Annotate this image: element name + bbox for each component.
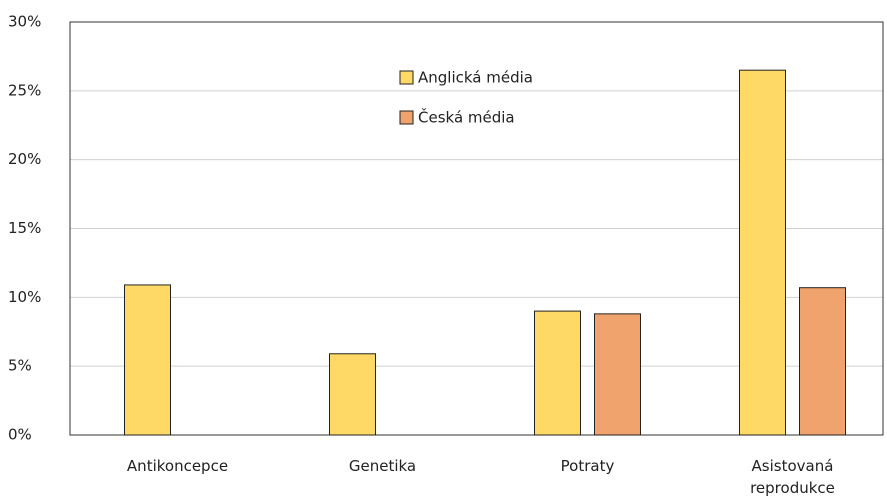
x-tick-label: Asistovaná reprodukce bbox=[750, 457, 835, 497]
bar bbox=[124, 284, 171, 436]
x-tick-label: Potraty bbox=[560, 457, 615, 475]
x-tick-label: Antikoncepce bbox=[126, 457, 229, 475]
y-tick-label: 5% bbox=[8, 357, 32, 375]
bar bbox=[799, 287, 846, 436]
bar bbox=[534, 310, 581, 436]
legend-swatch bbox=[399, 110, 414, 125]
y-tick-label: 20% bbox=[8, 150, 41, 168]
bar bbox=[594, 313, 641, 436]
y-tick-label: 0% bbox=[8, 426, 32, 444]
y-tick-label: 25% bbox=[8, 81, 41, 99]
y-tick-label: 10% bbox=[8, 288, 41, 306]
x-tick-label: Genetika bbox=[348, 457, 417, 475]
bar bbox=[329, 353, 376, 436]
legend-swatch bbox=[399, 70, 414, 85]
bar bbox=[739, 69, 786, 436]
y-tick-label: 30% bbox=[8, 13, 41, 31]
legend-label: Česká média bbox=[418, 108, 515, 127]
legend-label: Anglická média bbox=[418, 69, 533, 87]
plot-frame bbox=[69, 21, 884, 436]
y-tick-label: 15% bbox=[8, 219, 41, 237]
